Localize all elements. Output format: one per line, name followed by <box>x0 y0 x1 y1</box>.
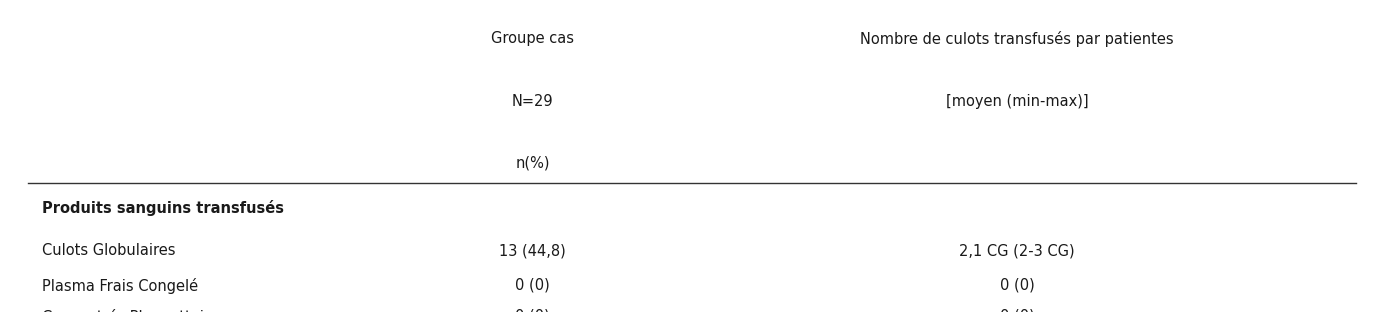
Text: Culots Globulaires: Culots Globulaires <box>42 243 174 258</box>
Text: N=29: N=29 <box>512 94 554 109</box>
Text: Groupe cas: Groupe cas <box>491 31 574 46</box>
Text: 0 (0): 0 (0) <box>515 309 551 312</box>
Text: Nombre de culots transfusés par patientes: Nombre de culots transfusés par patiente… <box>861 31 1174 47</box>
Text: 0 (0): 0 (0) <box>999 278 1035 293</box>
Text: Plasma Frais Congelé: Plasma Frais Congelé <box>42 278 198 294</box>
Text: n(%): n(%) <box>516 156 549 171</box>
Text: Concentrés Plaquettaires: Concentrés Plaquettaires <box>42 309 226 312</box>
Text: [moyen (min-max)]: [moyen (min-max)] <box>945 94 1089 109</box>
Text: 2,1 CG (2-3 CG): 2,1 CG (2-3 CG) <box>959 243 1075 258</box>
Text: 0 (0): 0 (0) <box>999 309 1035 312</box>
Text: 13 (44,8): 13 (44,8) <box>500 243 566 258</box>
Text: 0 (0): 0 (0) <box>515 278 551 293</box>
Text: Produits sanguins transfusés: Produits sanguins transfusés <box>42 200 284 216</box>
